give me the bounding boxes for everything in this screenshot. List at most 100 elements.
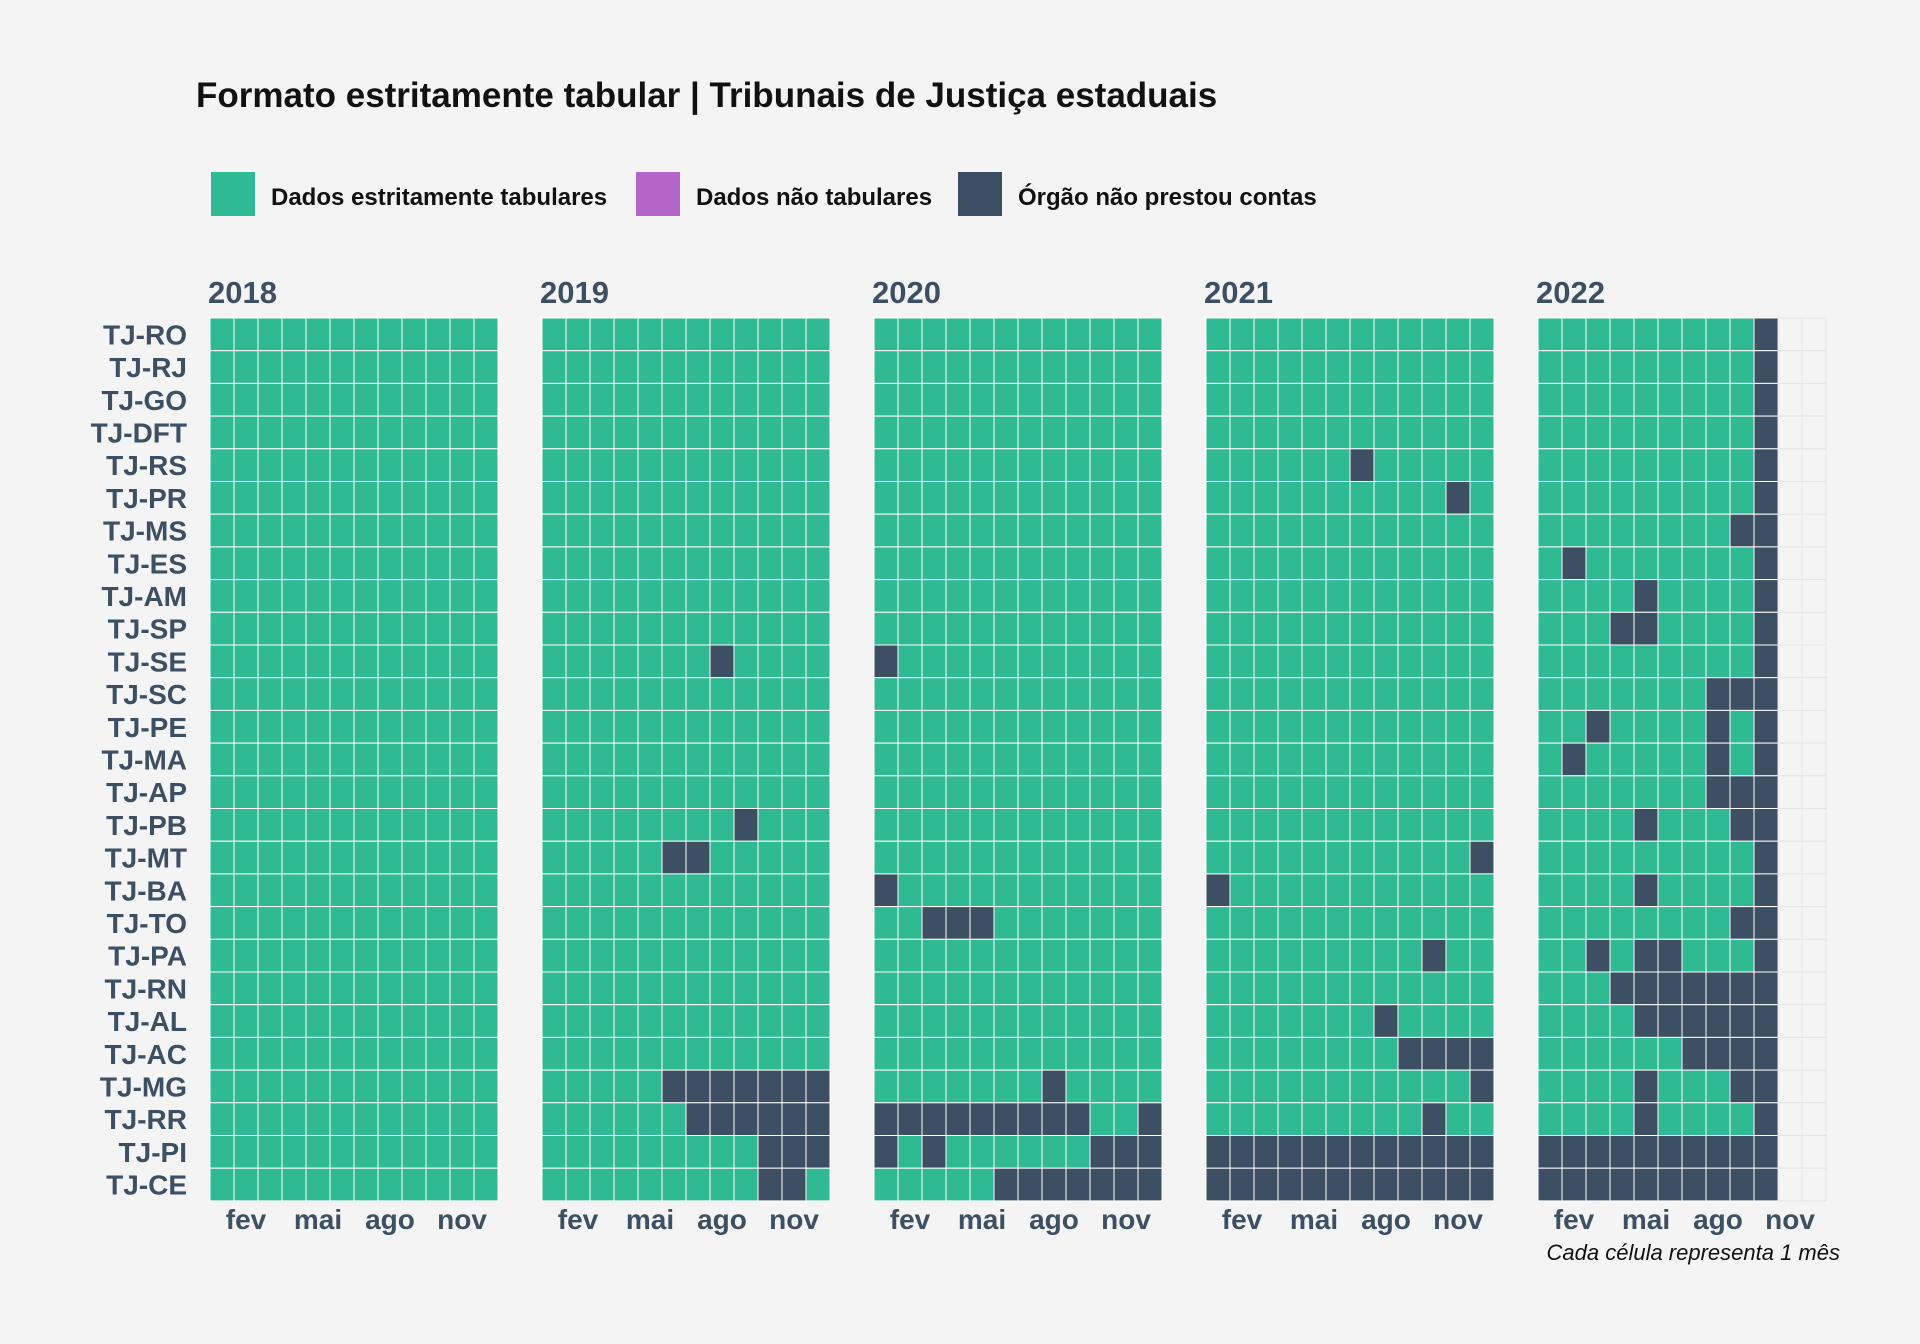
- empty-cell: [1801, 1069, 1827, 1104]
- heatmap-cell: [1041, 709, 1067, 744]
- legend: Dados estritamente tabulares Dados não ta…: [211, 172, 1317, 216]
- empty-cell: [1777, 677, 1803, 711]
- heatmap-cell: [257, 1069, 283, 1104]
- heatmap-cell: [1301, 1004, 1327, 1038]
- heatmap-cell: [733, 415, 759, 450]
- heatmap-cell: [897, 1004, 923, 1038]
- heatmap-cell: [401, 742, 427, 777]
- heatmap-cell: [233, 808, 259, 842]
- heatmap-cell: [1373, 1102, 1399, 1137]
- heatmap-cell: [1017, 709, 1043, 744]
- heatmap-cell: [1445, 1004, 1471, 1038]
- heatmap-cell: [1753, 611, 1779, 646]
- heatmap-cell: [661, 579, 687, 613]
- heatmap-cell: [1373, 677, 1399, 711]
- heatmap-cell: [425, 1069, 451, 1104]
- heatmap-cell: [1065, 808, 1091, 842]
- heatmap-cell: [1729, 808, 1755, 842]
- heatmap-cell: [1609, 709, 1635, 744]
- x-tick-label: mai: [1622, 1204, 1670, 1235]
- heatmap-cell: [329, 1004, 355, 1038]
- heatmap-cell: [969, 415, 995, 450]
- heatmap-cell: [1657, 644, 1683, 679]
- heatmap-cell: [685, 938, 711, 973]
- empty-cell: [1801, 448, 1827, 482]
- heatmap-cell: [1705, 840, 1731, 875]
- heatmap-cell: [805, 1004, 831, 1038]
- heatmap-cell: [1633, 1102, 1659, 1137]
- heatmap-cell: [1609, 873, 1635, 908]
- heatmap-cell: [353, 709, 379, 744]
- heatmap-cell: [1397, 906, 1423, 940]
- heatmap-cell: [1041, 775, 1067, 809]
- heatmap-cell: [873, 742, 899, 777]
- heatmap-cell: [589, 513, 615, 548]
- heatmap-cell: [637, 808, 663, 842]
- heatmap-cell: [1137, 546, 1163, 581]
- heatmap-cell: [1301, 448, 1327, 482]
- row-label: TJ-DFT: [91, 417, 187, 448]
- heatmap-cell: [1041, 808, 1067, 842]
- heatmap-cell: [1277, 1004, 1303, 1038]
- heatmap-cell: [233, 677, 259, 711]
- heatmap-cell: [1017, 481, 1043, 515]
- heatmap-cell: [565, 481, 591, 515]
- x-tick-label: fev: [226, 1204, 267, 1235]
- x-tick-label: ago: [1693, 1204, 1743, 1235]
- heatmap-cell: [1537, 481, 1563, 515]
- heatmap-cell: [541, 579, 567, 613]
- heatmap-cell: [873, 317, 899, 352]
- heatmap-cell: [1373, 611, 1399, 646]
- heatmap-cell: [781, 742, 807, 777]
- heatmap-cell: [1373, 1036, 1399, 1071]
- heatmap-cell: [1753, 709, 1779, 744]
- heatmap-cell: [1729, 775, 1755, 809]
- row-label: TJ-SP: [108, 614, 187, 645]
- heatmap-cell: [1537, 971, 1563, 1006]
- heatmap-cell: [1445, 938, 1471, 973]
- heatmap-cell: [661, 1069, 687, 1104]
- heatmap-cell: [1729, 1135, 1755, 1169]
- heatmap-cell: [1421, 1036, 1447, 1071]
- heatmap-cell: [353, 677, 379, 711]
- heatmap-cell: [541, 1036, 567, 1071]
- heatmap-cell: [1537, 448, 1563, 482]
- heatmap-cell: [281, 546, 307, 581]
- heatmap-cell: [969, 1167, 995, 1202]
- heatmap-cell: [1421, 317, 1447, 352]
- heatmap-cell: [1445, 448, 1471, 482]
- heatmap-cell: [1041, 448, 1067, 482]
- heatmap-cell: [1253, 840, 1279, 875]
- heatmap-cell: [1301, 709, 1327, 744]
- heatmap-cell: [897, 1167, 923, 1202]
- empty-cell: [1777, 906, 1803, 940]
- heatmap-cell: [1137, 1069, 1163, 1104]
- heatmap-cell: [1421, 938, 1447, 973]
- heatmap-cell: [945, 1004, 971, 1038]
- heatmap-cell: [1301, 382, 1327, 417]
- heatmap-cell: [1705, 873, 1731, 908]
- heatmap-cell: [1609, 350, 1635, 384]
- heatmap-cell: [565, 1102, 591, 1137]
- heatmap-cell: [805, 938, 831, 973]
- heatmap-cell: [565, 775, 591, 809]
- heatmap-cell: [1229, 350, 1255, 384]
- heatmap-cell: [1253, 775, 1279, 809]
- empty-cell: [1777, 709, 1803, 744]
- heatmap-cell: [1397, 709, 1423, 744]
- heatmap-cell: [1421, 382, 1447, 417]
- heatmap-cell: [233, 448, 259, 482]
- heatmap-cell: [945, 742, 971, 777]
- heatmap-cell: [541, 971, 567, 1006]
- heatmap-cell: [1065, 611, 1091, 646]
- heatmap-cell: [805, 709, 831, 744]
- heatmap-cell: [661, 742, 687, 777]
- heatmap-cell: [757, 808, 783, 842]
- heatmap-cell: [377, 840, 403, 875]
- heatmap-cell: [1065, 350, 1091, 384]
- heatmap-cell: [1561, 1135, 1587, 1169]
- heatmap-cell: [1609, 906, 1635, 940]
- heatmap-cell: [1561, 448, 1587, 482]
